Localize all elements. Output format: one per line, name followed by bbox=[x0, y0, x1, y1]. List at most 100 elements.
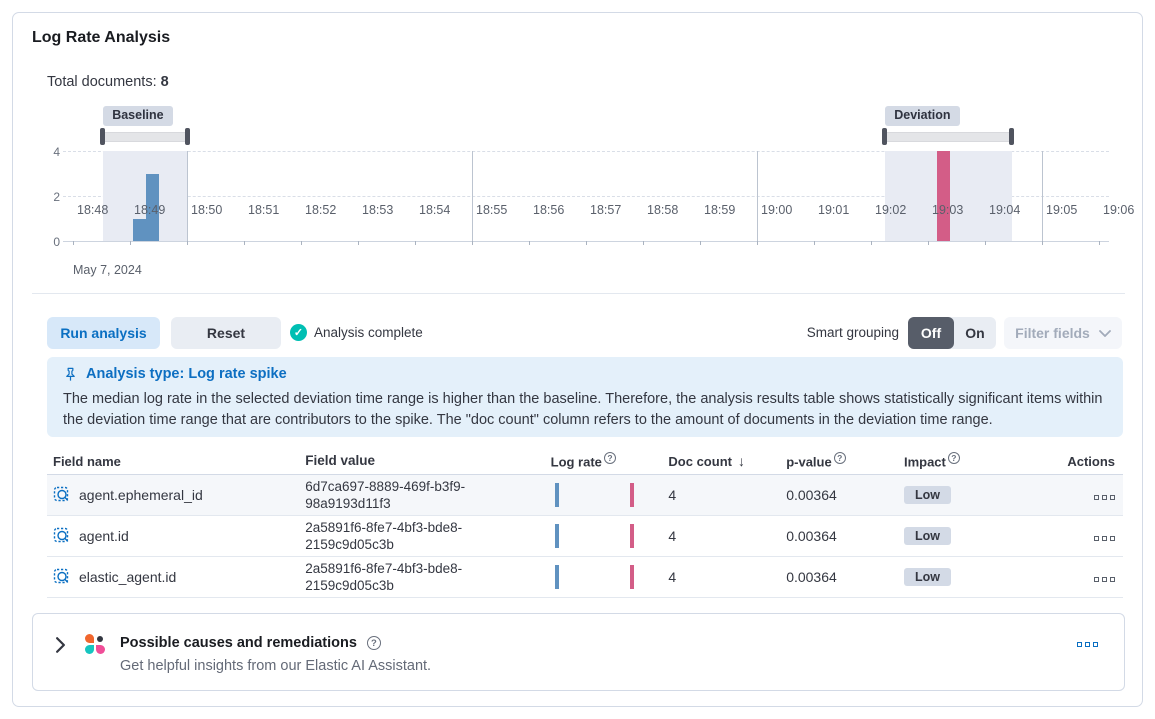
question-in-circle-icon: ? bbox=[947, 451, 960, 464]
x-axis-label: 18:58 bbox=[647, 203, 679, 217]
smart-grouping-off-button[interactable]: Off bbox=[908, 317, 954, 349]
pin-icon bbox=[66, 367, 75, 381]
x-axis-label: 18:52 bbox=[305, 203, 337, 217]
total-documents: Total documents: 8 bbox=[47, 74, 169, 90]
reset-button[interactable]: Reset bbox=[171, 317, 281, 349]
doc-count: 4 bbox=[668, 569, 677, 585]
x-axis-tick bbox=[529, 241, 530, 245]
x-axis-tick bbox=[643, 241, 644, 245]
field-value: 6d7ca697-8889-469f-b3f9-98a9193d11f3 bbox=[305, 479, 466, 511]
deviation-brush-right-handle[interactable] bbox=[1008, 128, 1014, 145]
header-log-rate[interactable]: Log rate? bbox=[551, 451, 669, 469]
possible-causes-panel: Possible causes and remediations ? Get h… bbox=[32, 613, 1125, 691]
x-axis-label: 19:02 bbox=[875, 203, 907, 217]
possible-causes-subtitle: Get helpful insights from our Elastic AI… bbox=[120, 658, 432, 674]
mini-baseline-bar bbox=[554, 565, 559, 589]
table-row[interactable]: agent.ephemeral_id 6d7ca697-8889-469f-b3… bbox=[47, 475, 1123, 516]
filter-fields-dropdown[interactable]: Filter fields bbox=[1004, 317, 1122, 349]
vertical-gridline bbox=[1042, 151, 1043, 241]
field-value: 2a5891f6-8fe7-4bf3-bde8-2159c9d05c3b bbox=[305, 561, 463, 593]
row-actions-button[interactable] bbox=[1094, 536, 1115, 541]
possible-causes-title-row[interactable]: Possible causes and remediations ? bbox=[120, 635, 381, 651]
log-rate-analysis-panel: Log Rate Analysis Total documents: 8 4 2… bbox=[12, 12, 1143, 707]
y-axis-tick: 0 bbox=[53, 235, 60, 249]
doc-count: 4 bbox=[668, 528, 677, 544]
vertical-gridline bbox=[187, 151, 188, 241]
header-doc-count[interactable]: Doc count ↓ bbox=[668, 453, 745, 469]
row-actions-button[interactable] bbox=[1094, 577, 1115, 582]
x-axis-tick bbox=[130, 241, 131, 245]
x-axis-label: 18:49 bbox=[134, 203, 166, 217]
x-axis-label: 18:53 bbox=[362, 203, 394, 217]
deviation-brush-track[interactable] bbox=[885, 132, 1012, 142]
table-row[interactable]: elastic_agent.id 2a5891f6-8fe7-4bf3-bde8… bbox=[47, 557, 1123, 598]
impact-badge: Low bbox=[903, 568, 951, 586]
header-field-name[interactable]: Field name bbox=[53, 454, 121, 469]
field-search-icon[interactable] bbox=[53, 527, 71, 545]
x-axis-label: 19:03 bbox=[932, 203, 964, 217]
baseline-brush-left-handle[interactable] bbox=[100, 128, 106, 145]
x-axis-tick bbox=[928, 241, 929, 245]
header-actions: Actions bbox=[1067, 454, 1115, 469]
section-divider bbox=[32, 293, 1125, 294]
x-axis-label: 18:59 bbox=[704, 203, 736, 217]
possible-causes-title: Possible causes and remediations bbox=[120, 635, 357, 651]
x-axis-tick bbox=[358, 241, 359, 245]
x-axis-tick bbox=[73, 241, 74, 245]
total-documents-label: Total documents: bbox=[47, 74, 157, 90]
chevron-down-icon bbox=[1098, 329, 1111, 337]
field-value: 2a5891f6-8fe7-4bf3-bde8-2159c9d05c3b bbox=[305, 520, 463, 552]
x-axis-label: 19:00 bbox=[761, 203, 793, 217]
row-actions-button[interactable] bbox=[1094, 495, 1115, 500]
x-axis-tick bbox=[757, 241, 758, 245]
question-in-circle-icon: ? bbox=[366, 636, 381, 650]
header-p-value[interactable]: p-value? bbox=[786, 451, 904, 469]
callout-title: Analysis type: Log rate spike bbox=[86, 366, 287, 382]
x-axis-tick bbox=[814, 241, 815, 245]
baseline-brush-track[interactable] bbox=[103, 132, 189, 142]
chevron-right-icon[interactable] bbox=[54, 636, 67, 654]
callout-title-row: Analysis type: Log rate spike bbox=[63, 366, 1107, 382]
table-header-row: Field name Field value Log rate? Doc cou… bbox=[47, 449, 1123, 475]
sort-desc-icon: ↓ bbox=[737, 453, 745, 469]
table-row[interactable]: agent.id 2a5891f6-8fe7-4bf3-bde8-2159c9d… bbox=[47, 516, 1123, 557]
x-axis-tick bbox=[586, 241, 587, 245]
x-axis-label: 19:04 bbox=[989, 203, 1021, 217]
x-axis-label: 18:55 bbox=[476, 203, 508, 217]
deviation-brush-left-handle[interactable] bbox=[882, 128, 888, 145]
baseline-badge: Baseline bbox=[103, 106, 173, 126]
mini-deviation-bar bbox=[629, 565, 634, 589]
x-axis-tick bbox=[1042, 241, 1043, 245]
vertical-gridline bbox=[472, 151, 473, 241]
x-axis-tick bbox=[985, 241, 986, 245]
header-impact[interactable]: Impact? bbox=[904, 451, 1022, 469]
run-analysis-button[interactable]: Run analysis bbox=[47, 317, 160, 349]
baseline-bar bbox=[132, 218, 146, 241]
analysis-status: ✓ Analysis complete bbox=[290, 324, 423, 341]
x-axis-date-label: May 7, 2024 bbox=[73, 263, 142, 277]
impact-badge: Low bbox=[903, 527, 951, 545]
smart-grouping-on-button[interactable]: On bbox=[954, 317, 996, 349]
x-axis-label: 19:01 bbox=[818, 203, 850, 217]
field-search-icon[interactable] bbox=[53, 486, 71, 504]
deviation-badge: Deviation bbox=[885, 106, 960, 126]
y-axis-tick: 4 bbox=[53, 145, 60, 159]
p-value: 0.00364 bbox=[786, 528, 837, 544]
smart-grouping-toggle: Off On bbox=[908, 317, 996, 349]
document-count-chart: 4 2 0 May 7, 2024 Baseline Deviation 18:48… bbox=[46, 106, 1134, 277]
question-in-circle-icon: ? bbox=[603, 451, 616, 464]
field-search-icon[interactable] bbox=[53, 568, 71, 586]
check-circle-icon: ✓ bbox=[290, 324, 307, 341]
analysis-status-label: Analysis complete bbox=[314, 325, 423, 340]
x-axis-label: 18:51 bbox=[248, 203, 280, 217]
header-field-value[interactable]: Field value bbox=[305, 453, 376, 468]
x-axis-label: 18:54 bbox=[419, 203, 451, 217]
log-rate-mini-chart bbox=[551, 564, 643, 590]
chart-plot-area[interactable] bbox=[63, 151, 1109, 245]
x-axis-tick bbox=[871, 241, 872, 245]
baseline-brush-right-handle[interactable] bbox=[185, 128, 191, 145]
panel-actions-button[interactable] bbox=[1077, 642, 1098, 647]
p-value: 0.00364 bbox=[786, 569, 837, 585]
field-name: agent.ephemeral_id bbox=[79, 487, 203, 503]
mini-deviation-bar bbox=[629, 524, 634, 548]
